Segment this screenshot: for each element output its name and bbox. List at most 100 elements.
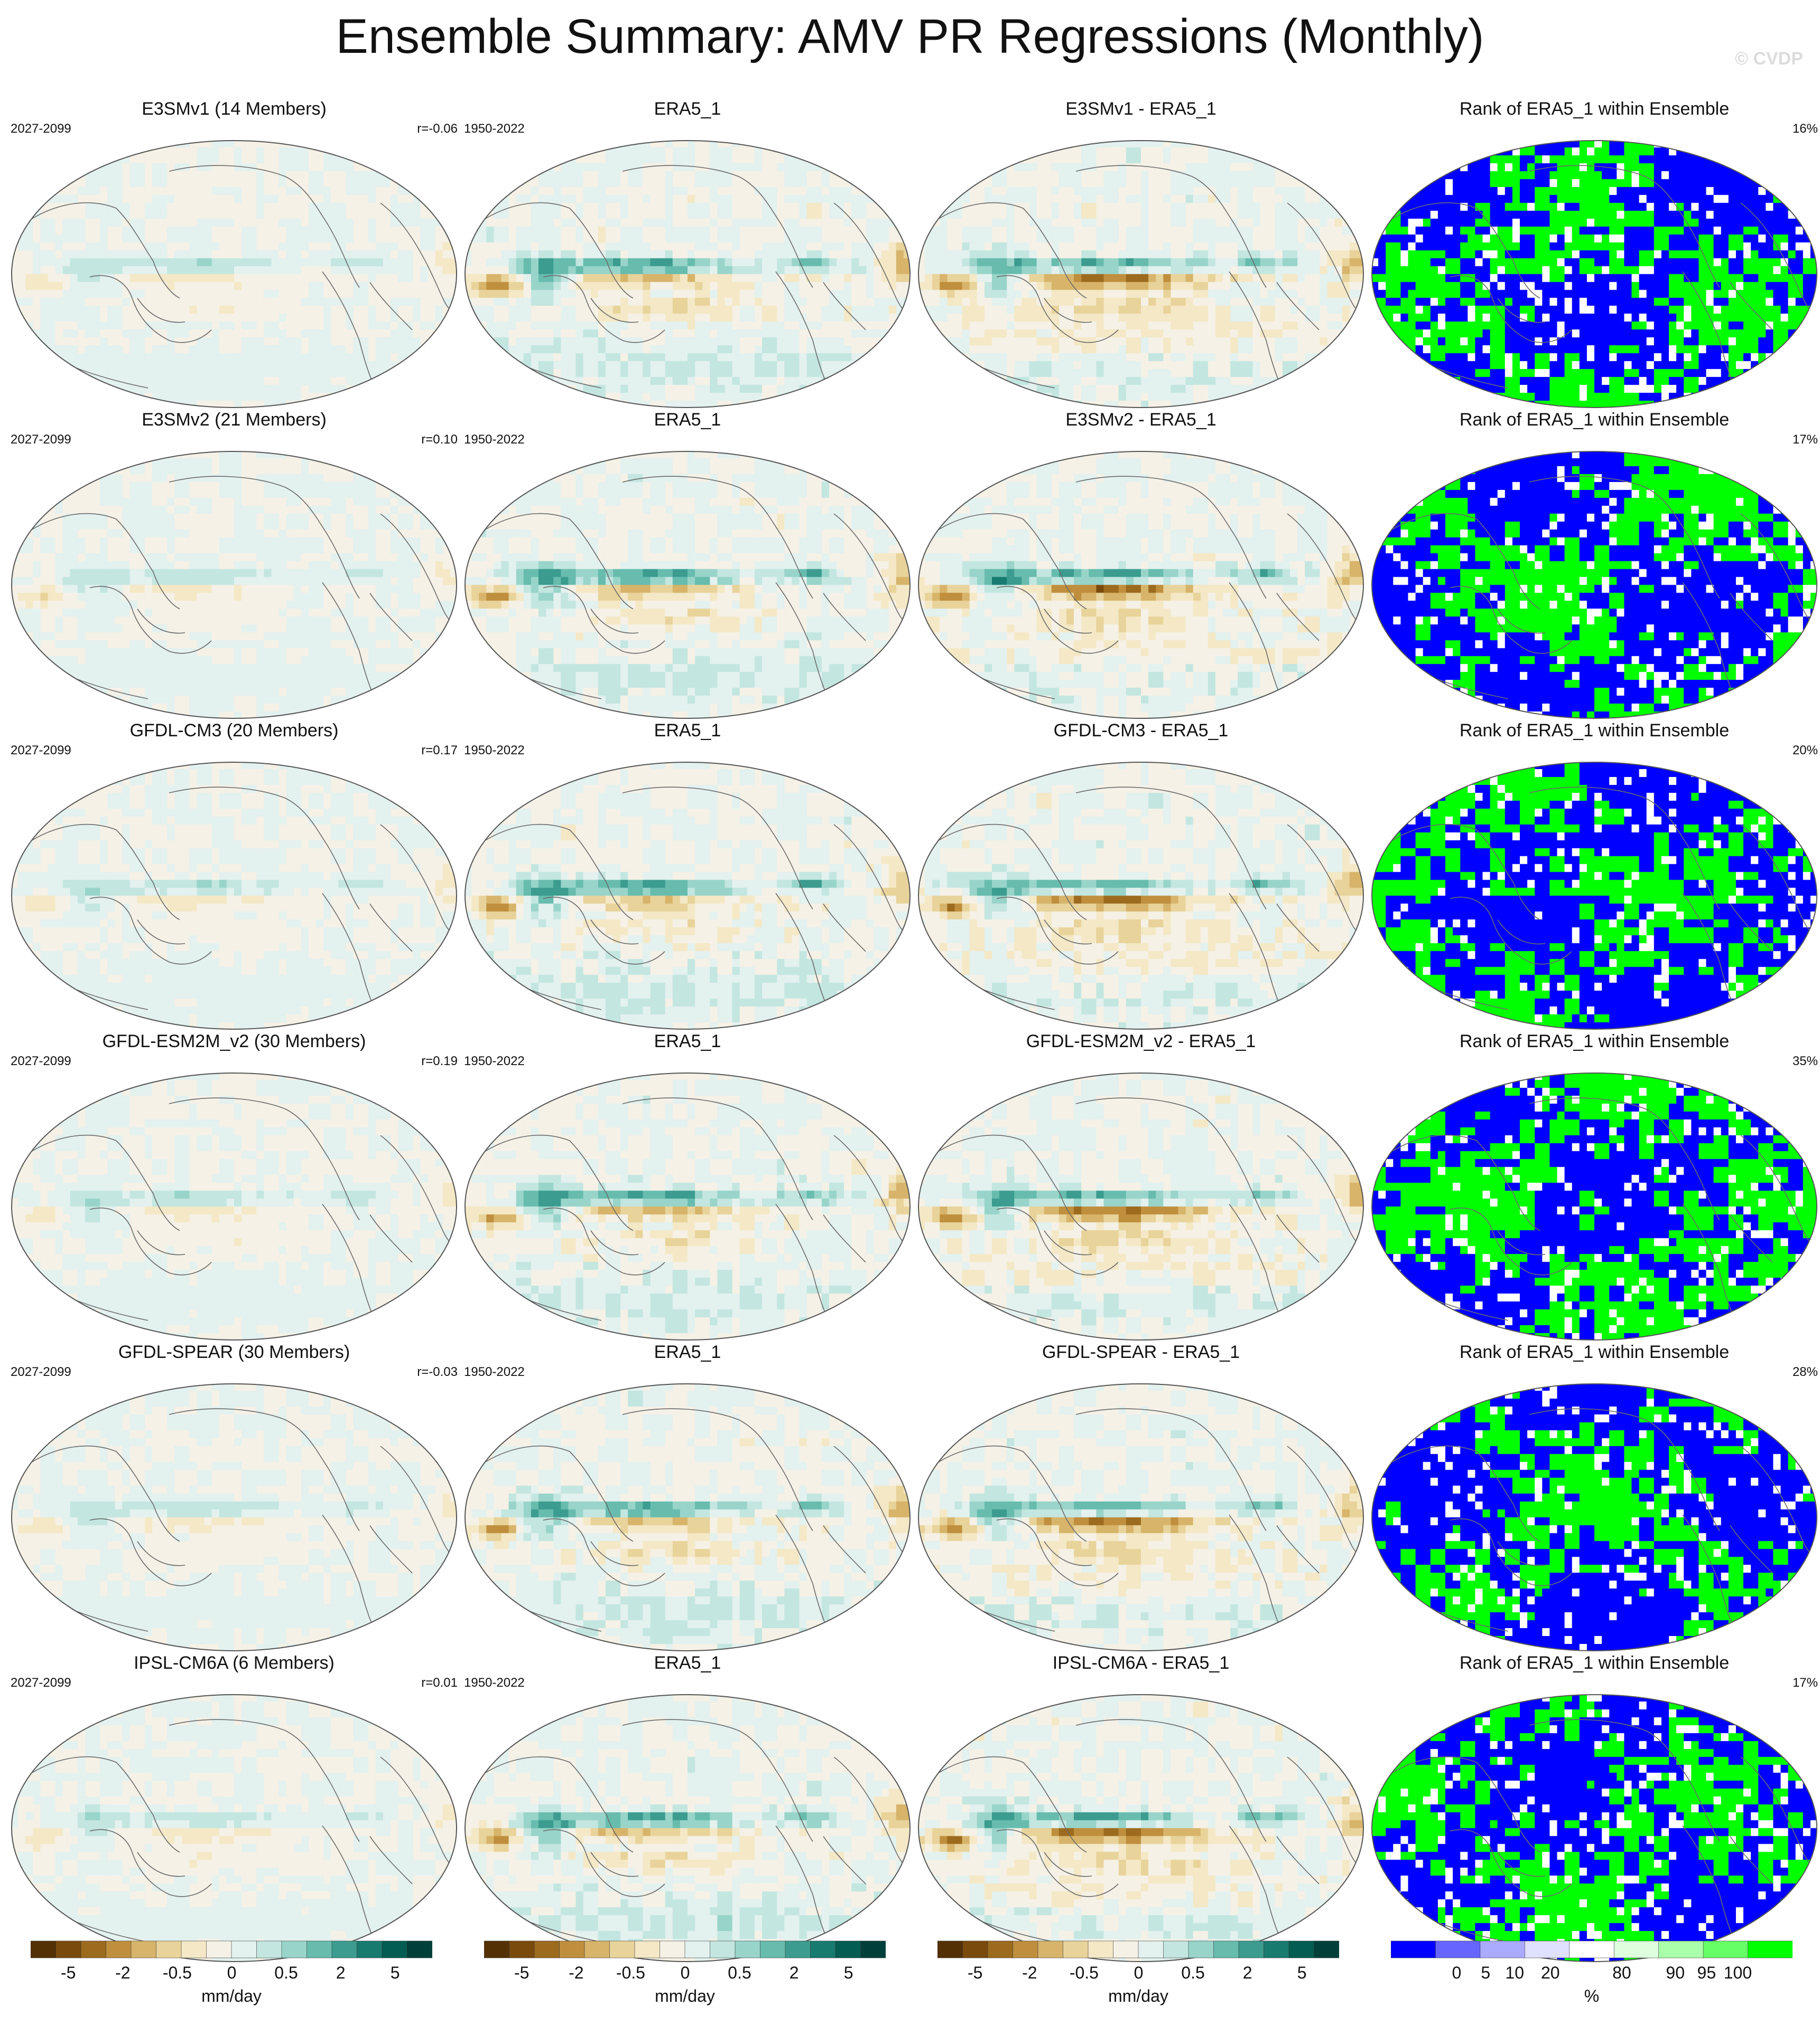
colorbar-swatch [231,1940,257,1958]
colorbar-unit: mm/day [937,1986,1339,2006]
panel-obs-3: ERA5_1 1950-2022 [464,1031,911,1341]
colorbar-tick-label: -0.5 [163,1963,192,1983]
panel-title: Rank of ERA5_1 within Ensemble [1371,98,1818,119]
panel-obs-0: ERA5_1 1950-2022 [464,98,911,409]
panel-model-0: E3SMv1 (14 Members) 2027-2099 r=-0.06 [11,98,458,409]
map-rank-3 [1371,1073,1817,1341]
colorbar-tick-label: 0.5 [1181,1963,1204,1983]
panel-title: GFDL-ESM2M_v2 (30 Members) [11,1031,458,1052]
colorbar-swatch [1088,1940,1114,1958]
map-outline [1371,140,1817,408]
map-rank-5 [1371,1694,1817,1962]
colorbar-swatch [181,1940,207,1958]
map-diff-4 [918,1383,1364,1651]
colorbar-swatch [559,1940,585,1958]
colorbar-tick-label: -5 [61,1963,76,1983]
map-rank-1 [1371,451,1817,719]
panel-title: Rank of ERA5_1 within Ensemble [1371,720,1818,741]
figure-title: Ensemble Summary: AMV PR Regressions (Mo… [0,7,1820,66]
colorbar-swatches [1390,1940,1793,1958]
panel-correlation: r=0.19 [421,1054,458,1069]
panel-title: Rank of ERA5_1 within Ensemble [1371,409,1818,430]
colorbar-swatch [106,1940,132,1958]
colorbar-swatch [80,1940,107,1958]
panel-title: ERA5_1 [464,1342,911,1363]
colorbar-swatch [1238,1940,1265,1958]
colorbar-tick-label: 5 [1481,1963,1490,1983]
map-obs-3 [465,1073,911,1341]
panel-title: E3SMv1 (14 Members) [11,98,458,119]
panel-rank-4: Rank of ERA5_1 within Ensemble 28% [1371,1342,1818,1652]
colorbar-tick-label: 5 [1297,1963,1307,1983]
panel-diff-2: GFDL-CM3 - ERA5_1 [917,720,1364,1030]
map-diff-2 [918,762,1364,1030]
map-outline [465,1073,911,1341]
map-outline [918,1694,1364,1962]
colorbar-tick-label: 0 [1452,1963,1462,1983]
panel-obs-4: ERA5_1 1950-2022 [464,1342,911,1652]
colorbar-swatch [1314,1940,1340,1958]
panel-title: ERA5_1 [464,1031,911,1052]
coastlines [927,787,1357,1010]
coastlines [474,787,903,1010]
map-outline [465,140,911,408]
map-rank-4 [1371,1383,1817,1651]
colorbar-swatch [1013,1940,1038,1958]
colorbar-swatch [357,1940,383,1958]
panel-correlation: r=0.10 [421,432,458,447]
colorbar-tick-label: 100 [1724,1963,1752,1983]
colorbar-swatch [30,1940,57,1958]
panel-title: ERA5_1 [464,409,911,430]
colorbar-swatches [484,1940,886,1958]
colorbar-ticks: -5 -2 -0.5 0 0.5 2 5 [937,1963,1339,1984]
panel-rank-3: Rank of ERA5_1 within Ensemble 35% [1371,1031,1818,1341]
panel-title: ERA5_1 [464,98,911,119]
map-field [918,1695,1363,1962]
panel-rank-2: Rank of ERA5_1 within Ensemble 20% [1371,720,1818,1030]
coastlines [21,1408,450,1632]
colorbar-tick-label: -5 [968,1963,982,1983]
panel-percent: 16% [1793,122,1818,136]
panel-years: 1950-2022 [464,1676,525,1690]
coastlines [21,1097,450,1321]
colorbar-tick-label: 2 [790,1963,799,1983]
map-obs-2 [465,762,911,1030]
colorbar-swatch [509,1940,535,1958]
colorbar-swatch [1037,1940,1064,1958]
map-diff-1 [918,451,1364,719]
map-obs-1 [465,451,911,719]
colorbar-swatch [534,1940,560,1958]
panel-model-3: GFDL-ESM2M_v2 (30 Members) 2027-2099 r=0.1… [11,1031,458,1341]
coastlines [1381,165,1810,389]
map-field [1372,451,1817,718]
colorbar-swatch [860,1940,886,1958]
panel-rank-5: Rank of ERA5_1 within Ensemble 17% [1371,1652,1818,1963]
map-model-3 [11,1073,457,1341]
colorbar-precip-1: -5 -2 -0.5 0 0.5 2 5 mm/day [484,1940,886,2035]
panel-title: Rank of ERA5_1 within Ensemble [1371,1031,1818,1052]
coastlines [1381,1408,1810,1632]
panel-title: ERA5_1 [464,1652,911,1674]
colorbar-swatch [1435,1940,1481,1958]
watermark: © CVDP [1735,49,1803,69]
map-outline [1371,1383,1817,1651]
panel-model-1: E3SMv2 (21 Members) 2027-2099 r=0.10 [11,409,458,719]
panel-years: 2027-2099 [11,1676,71,1690]
map-outline [11,140,457,408]
panel-title: GFDL-SPEAR (30 Members) [11,1342,458,1363]
panel-title: Rank of ERA5_1 within Ensemble [1371,1342,1818,1363]
colorbar-swatch [634,1940,661,1958]
colorbar-tick-label: 0 [681,1963,690,1983]
map-outline [918,1073,1364,1341]
panel-rank-0: Rank of ERA5_1 within Ensemble 16% [1371,98,1818,409]
colorbar-swatch [1188,1940,1214,1958]
panel-obs-1: ERA5_1 1950-2022 [464,409,911,719]
colorbar-swatch [55,1940,81,1958]
colorbar-swatch [1613,1940,1659,1958]
panel-percent: 35% [1793,1054,1818,1069]
coastlines [927,476,1357,699]
panel-correlation: r=0.01 [421,1676,458,1690]
colorbar-swatch [1163,1940,1189,1958]
panel-title: GFDL-ESM2M_v2 - ERA5_1 [917,1031,1364,1052]
map-outline [1371,1694,1817,1962]
